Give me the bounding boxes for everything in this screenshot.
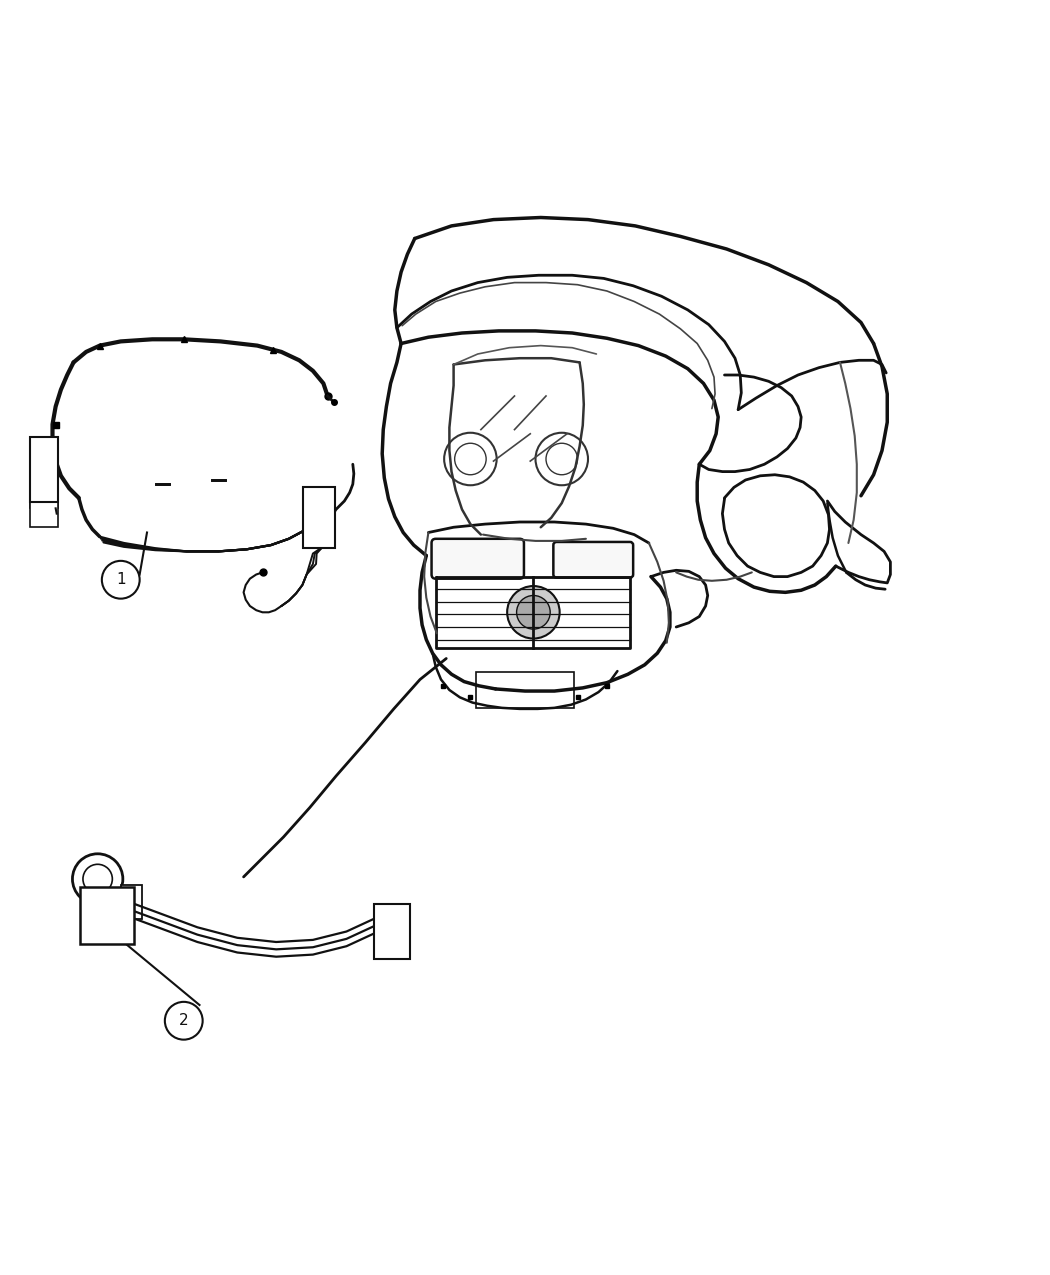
FancyBboxPatch shape (553, 542, 633, 578)
FancyBboxPatch shape (30, 437, 58, 502)
FancyBboxPatch shape (80, 887, 134, 944)
FancyBboxPatch shape (476, 672, 574, 708)
Text: 1: 1 (116, 572, 126, 588)
Text: 2: 2 (178, 1014, 189, 1028)
Circle shape (517, 595, 550, 629)
Circle shape (165, 1002, 203, 1039)
FancyBboxPatch shape (432, 539, 524, 579)
FancyBboxPatch shape (121, 885, 142, 919)
FancyBboxPatch shape (374, 904, 410, 959)
Circle shape (102, 561, 140, 599)
FancyBboxPatch shape (30, 481, 58, 509)
Circle shape (507, 586, 560, 639)
FancyBboxPatch shape (303, 487, 335, 548)
FancyBboxPatch shape (30, 500, 58, 528)
